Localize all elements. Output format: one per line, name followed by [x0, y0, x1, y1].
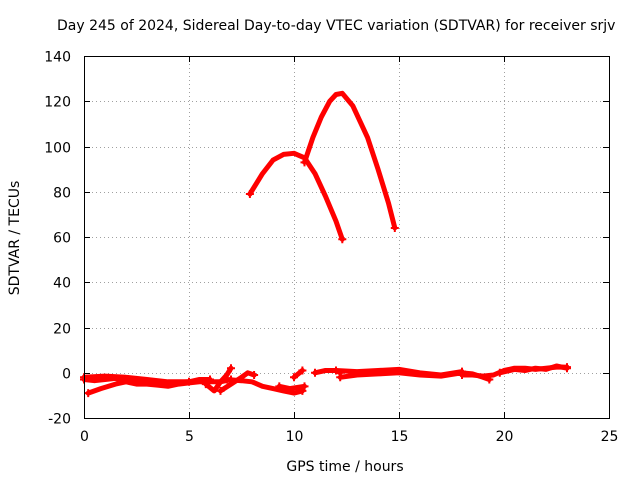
series-endpoint-arc-h [298, 366, 307, 375]
series-endpoint-arc-k [311, 368, 319, 377]
x-tick-label: 25 [601, 429, 619, 445]
series-endpoint-arc-b [84, 389, 93, 398]
series-endpoint-arc-d [227, 364, 235, 373]
series-endpoint-arc-e [216, 386, 225, 395]
series-endpoint-arc-g [300, 382, 309, 391]
x-tick-label: 0 [80, 429, 89, 445]
series-endpoint-arc-j [390, 223, 399, 232]
x-tick-label: 5 [185, 429, 194, 445]
series-endpoint-arc-h [290, 373, 298, 382]
series-endpoint-arc-g [275, 382, 284, 391]
series-endpoint-arc-b [206, 375, 214, 384]
series-endpoint-arc-f [222, 375, 231, 384]
series-endpoint-arc-j [300, 158, 309, 167]
plot-frame [84, 56, 610, 419]
grid [84, 56, 609, 418]
series-endpoint-arc-e [250, 371, 259, 380]
series-endpoint-arc-c [185, 377, 193, 386]
y-tick-label: 100 [44, 141, 71, 157]
series-line-arc-d [203, 365, 234, 394]
series-endpoint-arc-l [336, 373, 345, 382]
series-endpoint-arc-i [338, 235, 347, 244]
ticks: 0 5 10 15 20 25 -20 0 20 40 60 80 100 120 140 [44, 50, 618, 446]
series-line-arc-e [218, 370, 257, 394]
series-line-arc-h [291, 368, 305, 380]
series-endpoint-arc-d [201, 380, 210, 389]
y-tick-label: 60 [53, 231, 71, 247]
x-tick-label: 20 [496, 429, 514, 445]
y-tick-label: 140 [44, 50, 71, 66]
y-tick-label: 40 [53, 276, 71, 292]
chart-title: Day 245 of 2024, Sidereal Day-to-day VTE… [57, 18, 615, 34]
series-endpoint-arc-o [495, 368, 504, 377]
series-endpoint-arc-o [563, 364, 571, 373]
y-tick-label: -20 [48, 412, 71, 428]
series-endpoint-arc-m [332, 366, 340, 375]
series-endpoint-arc-n [458, 371, 466, 380]
series-line-arc-j [302, 90, 398, 231]
y-axis-label: SDTVAR / TECUs [7, 181, 23, 296]
series-line-arc-i [247, 150, 345, 242]
y-tick-label: 80 [53, 186, 71, 202]
series-layer [80, 90, 571, 398]
series-line-arc-o [497, 363, 570, 376]
y-tick-label: 0 [62, 367, 71, 383]
x-tick-label: 10 [286, 429, 304, 445]
series-line-arc-f [224, 377, 305, 396]
y-tick-label: 120 [44, 95, 71, 111]
y-tick-label: 20 [53, 322, 71, 338]
x-tick-label: 15 [391, 429, 409, 445]
series-line-arc-m [333, 366, 465, 378]
x-axis-label: GPS time / hours [286, 459, 403, 475]
series-endpoint-arc-i [245, 190, 254, 199]
series-line-arc-c [81, 373, 192, 385]
